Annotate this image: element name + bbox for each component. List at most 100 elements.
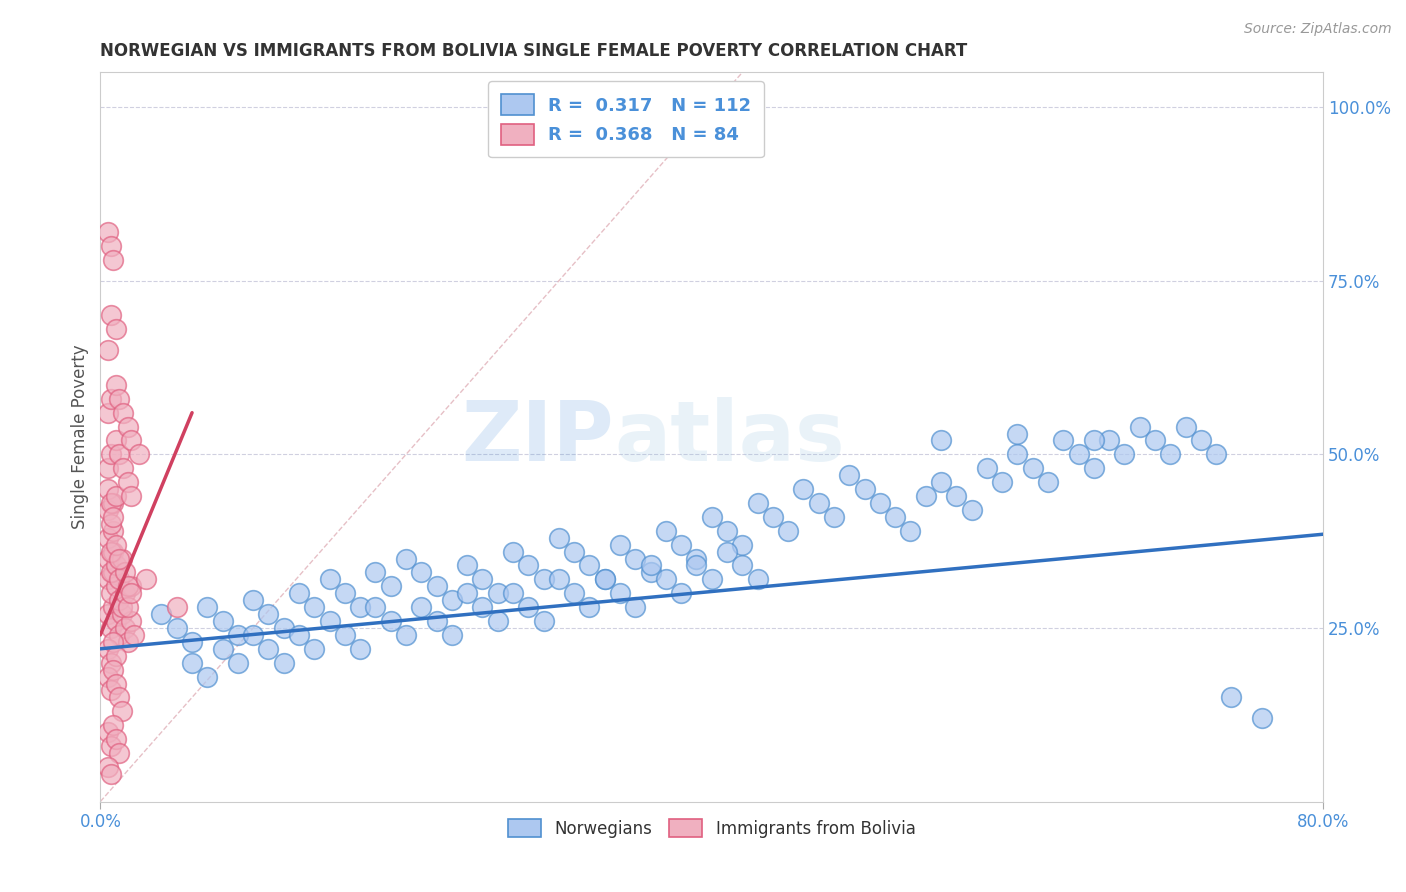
Point <box>823 509 845 524</box>
Point <box>411 566 433 580</box>
Point <box>1036 475 1059 490</box>
Point <box>257 607 280 621</box>
Point <box>380 579 402 593</box>
Point <box>578 558 600 573</box>
Point <box>273 656 295 670</box>
Point <box>97 406 120 420</box>
Point <box>747 573 769 587</box>
Point <box>349 641 371 656</box>
Point <box>181 656 204 670</box>
Point <box>716 524 738 538</box>
Point <box>104 648 127 663</box>
Point <box>364 600 387 615</box>
Point <box>100 447 122 461</box>
Point <box>685 551 707 566</box>
Point <box>120 489 142 503</box>
Point <box>456 586 478 600</box>
Point <box>395 551 418 566</box>
Point <box>609 586 631 600</box>
Point <box>97 531 120 545</box>
Point <box>257 641 280 656</box>
Point <box>97 225 120 239</box>
Point <box>685 558 707 573</box>
Point <box>100 566 122 580</box>
Point <box>107 690 129 705</box>
Point <box>609 538 631 552</box>
Point <box>107 447 129 461</box>
Point <box>226 656 249 670</box>
Point <box>97 607 120 621</box>
Point <box>960 503 983 517</box>
Point <box>195 669 218 683</box>
Point <box>731 538 754 552</box>
Point <box>380 614 402 628</box>
Point <box>273 621 295 635</box>
Point <box>104 434 127 448</box>
Point <box>486 614 509 628</box>
Point <box>226 628 249 642</box>
Point <box>395 628 418 642</box>
Point <box>111 704 134 718</box>
Point <box>101 718 124 732</box>
Point <box>117 419 139 434</box>
Point <box>929 475 952 490</box>
Point <box>100 392 122 406</box>
Point <box>100 309 122 323</box>
Point <box>578 600 600 615</box>
Y-axis label: Single Female Poverty: Single Female Poverty <box>72 344 89 529</box>
Point <box>440 593 463 607</box>
Point <box>562 586 585 600</box>
Point <box>181 635 204 649</box>
Point <box>107 628 129 642</box>
Point <box>669 538 692 552</box>
Point <box>97 573 120 587</box>
Point <box>104 538 127 552</box>
Point <box>150 607 173 621</box>
Point <box>100 739 122 753</box>
Point <box>1205 447 1227 461</box>
Point <box>288 586 311 600</box>
Point <box>104 489 127 503</box>
Point <box>97 669 120 683</box>
Point <box>517 558 540 573</box>
Point <box>593 573 616 587</box>
Point <box>778 524 800 538</box>
Point <box>333 586 356 600</box>
Point <box>111 607 134 621</box>
Point <box>100 496 122 510</box>
Text: Source: ZipAtlas.com: Source: ZipAtlas.com <box>1244 22 1392 37</box>
Text: atlas: atlas <box>614 397 845 477</box>
Point <box>104 732 127 747</box>
Point <box>517 600 540 615</box>
Point <box>104 322 127 336</box>
Point <box>1007 426 1029 441</box>
Point <box>122 628 145 642</box>
Point <box>242 593 264 607</box>
Point <box>114 586 136 600</box>
Point <box>104 676 127 690</box>
Point <box>1251 711 1274 725</box>
Point <box>114 566 136 580</box>
Point <box>211 641 233 656</box>
Point <box>288 628 311 642</box>
Point <box>1052 434 1074 448</box>
Point <box>747 496 769 510</box>
Point <box>1022 461 1045 475</box>
Point <box>101 566 124 580</box>
Point <box>100 544 122 558</box>
Point <box>700 573 723 587</box>
Point <box>100 683 122 698</box>
Point <box>97 343 120 358</box>
Point <box>107 746 129 760</box>
Point <box>128 447 150 461</box>
Point <box>120 579 142 593</box>
Point <box>533 614 555 628</box>
Point <box>991 475 1014 490</box>
Point <box>669 586 692 600</box>
Point <box>655 573 678 587</box>
Point <box>486 586 509 600</box>
Point <box>107 392 129 406</box>
Point <box>101 252 124 267</box>
Point <box>929 434 952 448</box>
Point <box>97 760 120 774</box>
